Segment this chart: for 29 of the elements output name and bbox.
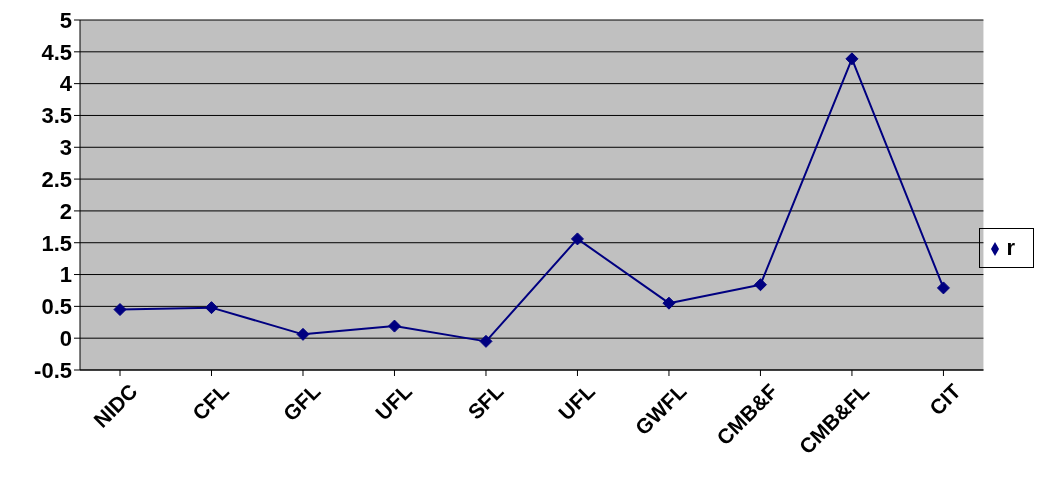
y-tick-label: 4.5 [41, 39, 72, 65]
point [204, 301, 218, 315]
point [936, 281, 950, 295]
y-tick-label: 0.5 [41, 294, 72, 320]
y-tick-label: 1 [59, 262, 72, 288]
y-tick-label: 3 [59, 135, 72, 161]
x-tick-label: UFL [553, 379, 600, 425]
y-tick-label: 4 [59, 71, 73, 97]
point [662, 296, 676, 310]
x-tick-label: CFL [187, 379, 234, 425]
point [387, 319, 401, 333]
point [113, 303, 127, 317]
y-tick-label: 0 [59, 325, 72, 351]
y-tick-label: 1.5 [41, 230, 72, 256]
x-tick-label: SFL [463, 379, 508, 424]
point [479, 334, 493, 348]
y-tick-label: 3.5 [41, 103, 72, 129]
y-tick-label: 2 [59, 198, 72, 224]
point [753, 278, 767, 292]
point [845, 52, 859, 66]
x-tick-label: GFL [278, 379, 325, 426]
x-tick-label: UFL [370, 379, 417, 425]
y-tick-label: 2.5 [41, 166, 72, 192]
y-tick-label: 5 [59, 7, 72, 33]
y-tick-label: -0.5 [34, 357, 72, 383]
point [296, 327, 310, 341]
point [570, 232, 584, 246]
x-tick-label: CIT [924, 379, 966, 420]
legend-label: r [1006, 235, 1015, 260]
